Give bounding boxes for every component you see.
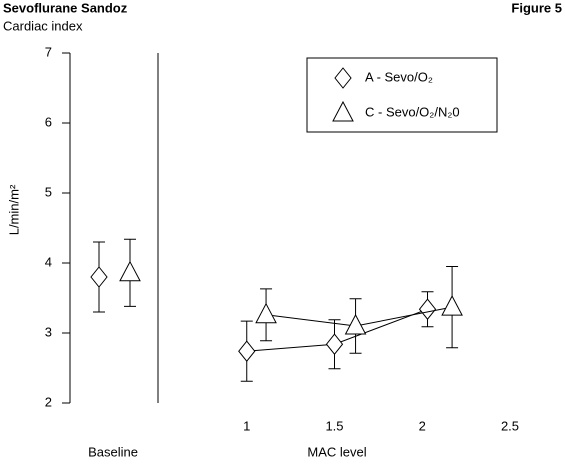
figure-label: Figure 5 <box>511 0 562 15</box>
data-point <box>344 313 367 335</box>
y-tick-label: 7 <box>45 44 52 59</box>
x-tick-label: 1.5 <box>325 418 343 433</box>
y-tick-label: 3 <box>45 324 52 339</box>
data-point <box>325 333 344 356</box>
chart-title: Sevoflurane Sandoz <box>3 0 128 15</box>
data-point <box>238 340 256 363</box>
y-tick-label: 4 <box>45 254 52 269</box>
data-point <box>441 295 463 316</box>
y-tick-label: 2 <box>45 394 52 409</box>
legend-label: A - Sevo/O₂ <box>365 69 433 84</box>
x-tick-label: 1 <box>243 418 250 433</box>
x-tick-label: 2 <box>419 418 426 433</box>
chart-subtitle: Cardiac index <box>3 18 83 33</box>
baseline-marker <box>90 266 108 288</box>
legend-label: C - Sevo/O₂/N₂0 <box>365 104 460 119</box>
x-axis-label: MAC level <box>307 444 366 459</box>
data-point <box>255 302 277 324</box>
y-tick-label: 6 <box>45 114 52 129</box>
x-tick-label: 2.5 <box>501 418 519 433</box>
baseline-label: Baseline <box>88 444 138 459</box>
y-tick-label: 5 <box>45 184 52 199</box>
legend-marker <box>334 67 352 89</box>
data-point <box>418 298 437 321</box>
legend-marker <box>332 100 354 122</box>
baseline-marker <box>119 260 141 282</box>
y-axis-label: L/min/m² <box>6 184 21 235</box>
